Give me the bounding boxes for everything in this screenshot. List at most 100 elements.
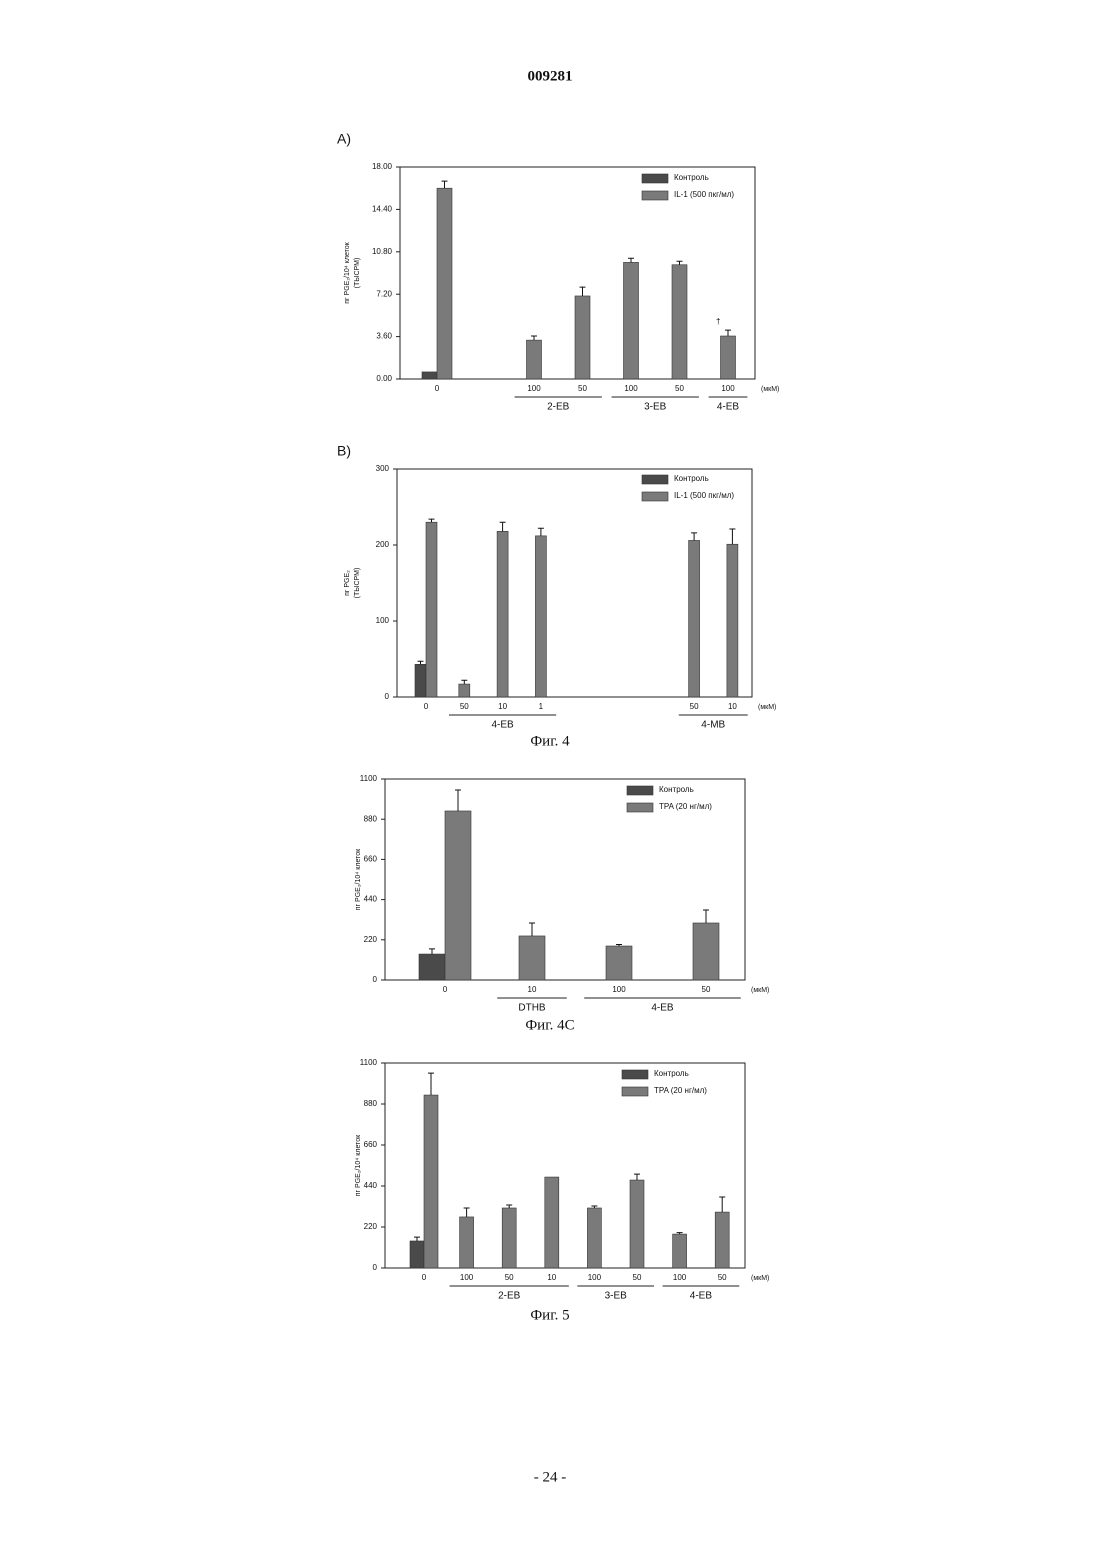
bar [497,531,508,697]
legend-label: IL-1 (500 пкг/мл) [674,190,734,199]
y-tick-label: 440 [364,1181,378,1190]
error-bar [418,661,424,664]
x-tick-label: 50 [633,1273,642,1282]
y-tick-label: 7.20 [376,289,392,298]
group-label: 4-EB [491,720,514,731]
group-label: 2-EB [547,402,570,413]
x-tick-label: 50 [702,985,711,994]
y-axis-label: пг PGE₂/10⁴ клеток [355,848,362,910]
x-tick-label: 50 [460,702,469,711]
error-bar [531,336,537,340]
y-tick-label: 300 [376,464,390,473]
y-axis-label: пг PGE₂ [344,570,351,596]
y-tick-label: 880 [364,1099,378,1108]
bar [419,954,445,980]
error-bar [677,261,683,265]
y-tick-label: 100 [376,616,390,625]
x-tick-label: 10 [528,985,537,994]
bar [587,1208,601,1268]
y-axis-label: (ТЫСРМ) [354,568,361,599]
legend-swatch [642,174,668,183]
error-bar [428,1073,434,1095]
y-axis-label: пг PGE₂/10⁴ клеток [344,241,351,303]
bar [437,188,452,379]
bar [545,1177,559,1268]
bar [460,1217,474,1268]
x-tick-label: 0 [443,985,448,994]
legend-label: Контроль [659,785,694,794]
y-tick-label: 18.00 [372,162,393,171]
legend-label: Контроль [674,173,709,182]
bar [519,936,545,980]
x-tick-label: 10 [498,702,507,711]
x-tick-label: 100 [588,1273,602,1282]
x-tick-label: 100 [624,384,638,393]
x-tick-label: 0 [424,702,429,711]
y-tick-label: 0 [385,692,390,701]
legend-label: IL-1 (500 пкг/мл) [674,491,734,500]
bar [715,1212,729,1268]
error-bar [442,181,448,188]
error-bar [634,1174,640,1180]
y-tick-label: 220 [364,935,378,944]
figure-caption: Фиг. 5 [530,1307,569,1323]
bar [527,340,542,379]
legend-swatch [627,786,653,795]
legend-swatch [642,492,668,501]
error-bar [729,529,735,544]
y-tick-label: 0 [373,1263,378,1272]
y-tick-label: 10.80 [372,247,393,256]
error-bar [719,1197,725,1212]
y-tick-label: 0.00 [376,374,392,383]
bar [410,1241,424,1268]
bar [422,372,437,379]
bar [721,336,736,379]
error-bar [628,258,634,262]
group-label: 3-EB [605,1291,628,1302]
error-bar [429,949,435,954]
x-tick-label: 10 [728,702,737,711]
error-bar [725,330,731,336]
x-tick-label: 0 [422,1273,427,1282]
x-tick-label: 1 [539,702,544,711]
legend-swatch [642,191,668,200]
x-tick-label: 100 [721,384,735,393]
page: 009281 - 24 - A)0.003.607.2010.8014.4018… [0,0,1100,1556]
bar [426,522,437,697]
x-tick-label: 50 [578,384,587,393]
bar [535,536,546,697]
panel-label: A) [337,131,351,147]
bar [502,1208,516,1268]
x-unit: (мкМ) [751,1275,769,1282]
y-tick-label: 660 [364,855,378,864]
error-bar [414,1237,420,1241]
bar [445,811,471,980]
error-bar [429,519,435,522]
y-tick-label: 660 [364,1140,378,1149]
bar [606,946,632,980]
legend-label: Контроль [674,474,709,483]
annotation: † [716,317,720,326]
bar [689,540,700,697]
y-tick-label: 220 [364,1222,378,1231]
x-tick-label: 100 [527,384,541,393]
x-tick-label: 100 [612,985,626,994]
y-tick-label: 14.40 [372,205,393,214]
bar [630,1180,644,1268]
legend-label: TPA (20 нг/мл) [654,1086,707,1095]
y-tick-label: 0 [373,975,378,984]
group-label: DTHB [518,1003,546,1014]
legend-swatch [642,475,668,484]
group-label: 3-EB [644,402,667,413]
bar [575,296,590,379]
legend-swatch [627,803,653,812]
error-bar [529,923,535,936]
x-tick-label: 10 [547,1273,556,1282]
error-bar [506,1205,512,1208]
page-number: - 24 - [534,1469,567,1485]
y-axis-label: (ТЫСРМ) [354,258,361,289]
x-tick-label: 50 [690,702,699,711]
bar [415,664,426,697]
y-tick-label: 440 [364,895,378,904]
panel-label: B) [337,443,351,459]
